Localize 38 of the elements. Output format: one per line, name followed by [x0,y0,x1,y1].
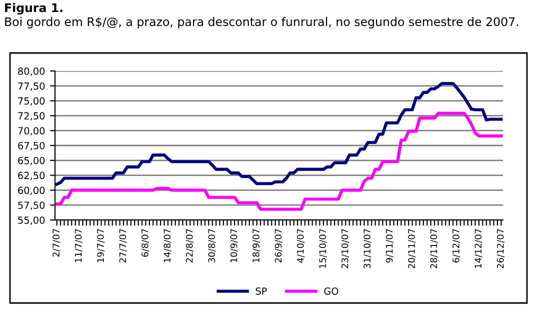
x-tick-label: 6/8/07 [142,229,150,257]
y-tick-label: 70,00 [18,127,45,136]
x-tick-label: 31/10/07 [364,229,372,268]
x-tick-label: 18/9/07 [252,229,260,262]
chart-title: Figura 1. [5,3,62,15]
x-tick-label: 22/8/07 [186,229,194,262]
x-tick-label: 10/9/07 [230,229,238,262]
x-tick-label: 14/8/07 [164,229,172,262]
y-tick-label: 67,50 [18,142,45,150]
x-tick-label: 27/7/07 [119,229,127,262]
y-tick-label: 75,00 [18,97,45,106]
x-tick-label: 11/7/07 [74,229,82,262]
x-tick-label: 30/8/07 [208,229,216,262]
y-tick-label: 80,00 [18,67,45,76]
x-tick-label: 23/10/07 [341,229,349,268]
x-tick-label: 28/11/07 [430,229,438,268]
x-tick-label: 4/10/07 [297,229,305,263]
x-tick-label: 6/12/07 [452,229,460,263]
y-tick-label: 65,00 [18,156,45,166]
y-tick-label: 55,00 [18,216,45,225]
x-tick-label: 9/11/07 [386,229,394,263]
legend-label: SP [256,287,267,295]
chart-subtitle: Boi gordo em R$/@, a prazo, para descontar o funrural, no segundo semestre de 2007. [5,17,518,28]
legend-label: GO [324,287,338,295]
line-series [55,112,503,211]
line-series [55,82,503,186]
x-tick-label: 26/9/07 [274,229,282,262]
y-tick-label: 72,50 [18,112,45,121]
x-tick-label: 26/12/07 [496,229,504,268]
y-tick-label: 60,00 [18,186,45,196]
x-tick-label: 2/7/07 [52,229,60,257]
x-tick-label: 14/12/07 [474,229,482,268]
y-tick-label: 57,50 [18,202,45,210]
y-tick-label: 62,50 [18,172,45,180]
x-tick-label: 15/10/07 [319,229,327,268]
y-tick-label: 77,50 [18,82,45,91]
x-tick-label: 19/7/07 [97,229,105,262]
x-tick-label: 20/11/07 [408,229,416,268]
